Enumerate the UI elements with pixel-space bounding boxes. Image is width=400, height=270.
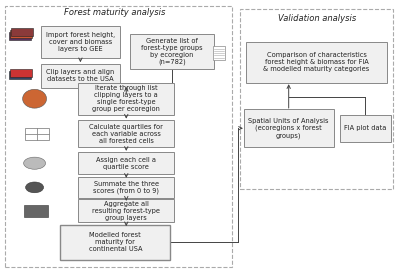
Text: Summate the three
scores (from 0 to 9): Summate the three scores (from 0 to 9) (93, 181, 159, 194)
Text: Iterate through list
clipping layers to a
single forest-type
group per ecoregion: Iterate through list clipping layers to … (92, 85, 160, 112)
FancyBboxPatch shape (78, 200, 174, 222)
Bar (10, 32, 31, 40)
Bar (10, 30, 32, 38)
Text: Import forest height,
cover and biomass
layers to GEE: Import forest height, cover and biomass … (46, 32, 115, 52)
Bar (26, 128, 49, 140)
Text: Clip layers and align
datasets to the USA: Clip layers and align datasets to the US… (46, 69, 114, 82)
FancyBboxPatch shape (78, 177, 174, 198)
Ellipse shape (23, 89, 46, 108)
Ellipse shape (26, 182, 44, 193)
Bar (213, 46, 225, 60)
Bar (10, 70, 31, 79)
FancyBboxPatch shape (244, 109, 334, 147)
Text: Comparison of characteristics
forest height & biomass for FIA
& modelled maturit: Comparison of characteristics forest hei… (264, 52, 370, 72)
Text: Forest maturity analysis: Forest maturity analysis (64, 8, 165, 17)
FancyBboxPatch shape (78, 153, 174, 174)
Text: Aggregate all
resulting forest-type
group layers: Aggregate all resulting forest-type grou… (92, 201, 160, 221)
Bar (11, 28, 33, 36)
Ellipse shape (24, 157, 46, 169)
Text: Validation analysis: Validation analysis (278, 14, 357, 23)
FancyBboxPatch shape (340, 115, 391, 142)
FancyBboxPatch shape (130, 34, 214, 69)
Bar (24, 205, 48, 217)
FancyBboxPatch shape (60, 225, 170, 260)
Text: Modelled forest
maturity for
continental USA: Modelled forest maturity for continental… (88, 232, 142, 252)
FancyBboxPatch shape (40, 64, 120, 88)
FancyBboxPatch shape (78, 83, 174, 115)
Text: FIA plot data: FIA plot data (344, 125, 387, 131)
Text: Calculate quartiles for
each variable across
all forested cells: Calculate quartiles for each variable ac… (89, 124, 163, 144)
Bar (10, 69, 32, 77)
Text: Spatial Units of Analysis
(ecoregions x forest
groups): Spatial Units of Analysis (ecoregions x … (248, 118, 329, 139)
Text: Generate list of
forest-type groups
by ecoregion
(n=782): Generate list of forest-type groups by e… (141, 38, 203, 66)
FancyBboxPatch shape (246, 42, 387, 83)
Bar (240, 9, 393, 189)
Text: Assign each cell a
quartile score: Assign each cell a quartile score (96, 157, 156, 170)
FancyBboxPatch shape (78, 120, 174, 147)
FancyBboxPatch shape (40, 26, 120, 58)
Bar (5, 6, 232, 266)
